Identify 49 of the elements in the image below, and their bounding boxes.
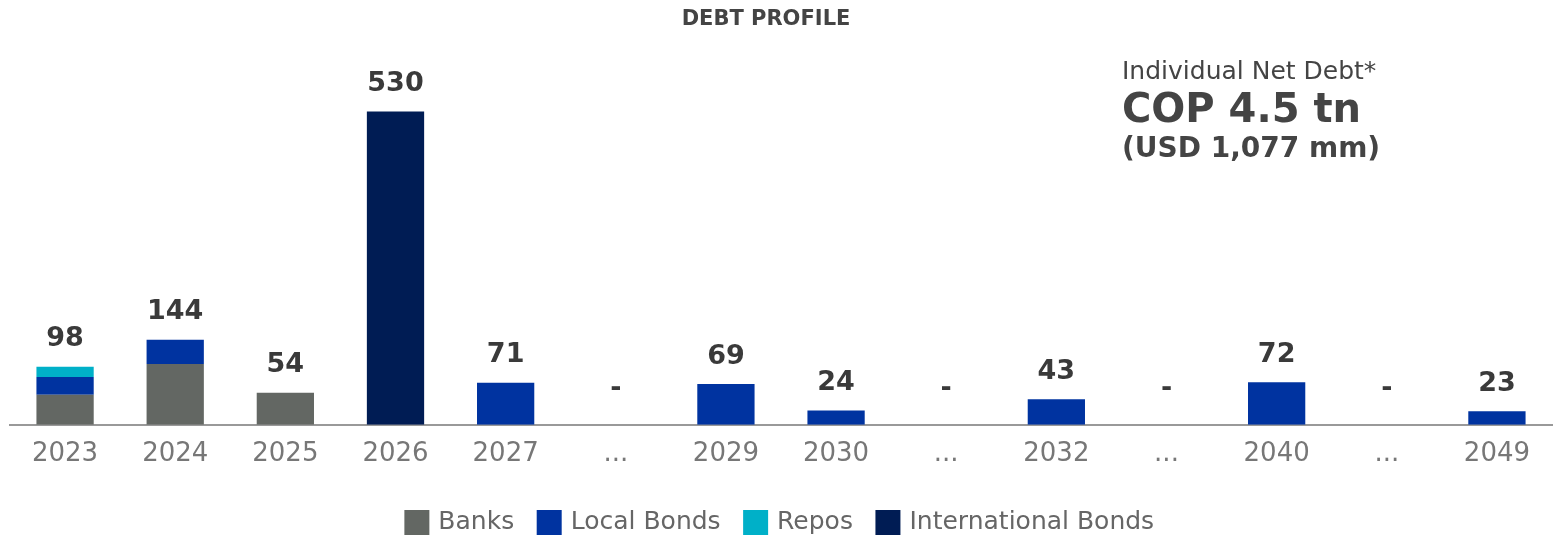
bar: [256, 392, 314, 425]
x-tick-label: 2024: [142, 437, 209, 468]
total-label: 144: [147, 294, 204, 326]
legend-label: Banks: [438, 506, 515, 535]
data-label: 24: [817, 365, 855, 397]
x-tick-label: ...: [1374, 437, 1400, 468]
annotation: (USD 1,077 mm): [1122, 131, 1381, 164]
x-tick-label: 2049: [1463, 437, 1531, 468]
text: -: [610, 371, 622, 403]
text: Individual Net Debt*: [1122, 56, 1378, 85]
x-tick-label: ...: [1154, 437, 1179, 468]
total-label: 98: [46, 321, 84, 353]
bar: [366, 111, 425, 425]
legend-label: International Bonds: [909, 506, 1155, 535]
x-tick-label: 2029: [692, 437, 760, 468]
data-label: 72: [1257, 336, 1296, 368]
bar: [146, 363, 204, 425]
x-tick-label: ...: [933, 437, 959, 468]
data-label: 23: [1478, 365, 1516, 397]
chart-title: DEBT PROFILE: [680, 6, 852, 30]
text: -: [1381, 371, 1393, 403]
annotation: COP 4.5 tn: [1122, 85, 1362, 131]
data-label: 54: [266, 347, 305, 379]
data-label: 43: [1037, 353, 1076, 385]
bar: [1027, 399, 1085, 425]
bar: [477, 382, 535, 425]
x-tick-label: ...: [603, 437, 629, 468]
x-tick-label: 2027: [472, 437, 539, 468]
legend-label: Local Bonds: [570, 506, 721, 535]
bar: [36, 366, 94, 377]
bar: [1248, 382, 1306, 425]
x-tick-label: 2040: [1243, 437, 1310, 468]
x-tick-label: 2032: [1023, 437, 1090, 468]
x-tick-label: 2030: [802, 437, 870, 468]
text: -: [1160, 371, 1173, 403]
data-label: 69: [707, 338, 745, 370]
data-label: 530: [367, 65, 424, 97]
x-tick-label: 2025: [252, 437, 319, 468]
data-label: 71: [486, 337, 525, 369]
bar: [697, 384, 755, 425]
bar: [36, 394, 94, 425]
bar: [1468, 411, 1526, 425]
bar: [146, 339, 204, 364]
text: -: [940, 371, 952, 403]
bar: [36, 376, 94, 395]
legend-label: Repos: [777, 506, 853, 535]
bar: [807, 410, 865, 425]
x-tick-label: 2026: [362, 437, 429, 468]
x-tick-label: 2023: [31, 437, 99, 468]
